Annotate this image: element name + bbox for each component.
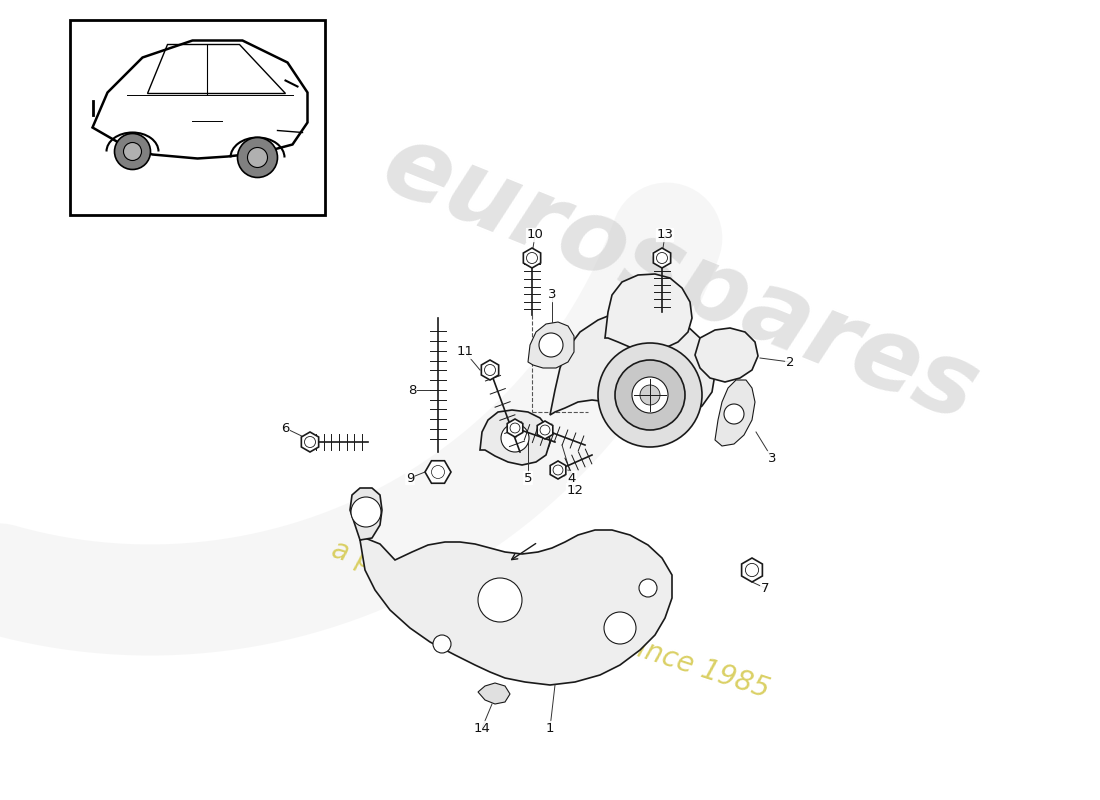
Text: a passion for porsche since 1985: a passion for porsche since 1985 xyxy=(328,536,772,704)
Circle shape xyxy=(123,142,142,161)
Text: 3: 3 xyxy=(768,451,777,465)
Text: 14: 14 xyxy=(474,722,491,734)
Polygon shape xyxy=(741,558,762,582)
Text: 1: 1 xyxy=(546,722,554,734)
Polygon shape xyxy=(478,683,510,704)
Polygon shape xyxy=(425,461,451,483)
Polygon shape xyxy=(528,322,574,368)
Circle shape xyxy=(433,635,451,653)
Text: 10: 10 xyxy=(527,229,543,242)
Circle shape xyxy=(615,360,685,430)
Polygon shape xyxy=(524,248,541,268)
Text: 4: 4 xyxy=(568,471,576,485)
Polygon shape xyxy=(301,432,319,452)
Polygon shape xyxy=(550,310,715,418)
Circle shape xyxy=(500,424,529,452)
Polygon shape xyxy=(695,328,758,382)
Text: 3: 3 xyxy=(548,289,557,302)
Text: 13: 13 xyxy=(657,229,673,242)
Circle shape xyxy=(114,134,151,170)
Circle shape xyxy=(238,138,277,178)
Bar xyxy=(70,20,324,215)
Polygon shape xyxy=(715,380,755,446)
Polygon shape xyxy=(92,41,308,158)
Polygon shape xyxy=(605,274,692,350)
Circle shape xyxy=(604,612,636,644)
Text: 6: 6 xyxy=(280,422,289,434)
Text: 2: 2 xyxy=(785,355,794,369)
Text: 12: 12 xyxy=(566,483,583,497)
Circle shape xyxy=(724,404,744,424)
Text: 8: 8 xyxy=(408,383,416,397)
Polygon shape xyxy=(350,488,382,540)
Polygon shape xyxy=(507,419,522,437)
Text: 9: 9 xyxy=(406,471,415,485)
Circle shape xyxy=(351,497,381,527)
Circle shape xyxy=(478,578,522,622)
Circle shape xyxy=(248,147,267,167)
Circle shape xyxy=(639,579,657,597)
Polygon shape xyxy=(480,410,550,465)
Circle shape xyxy=(539,333,563,357)
Polygon shape xyxy=(653,248,671,268)
Text: 7: 7 xyxy=(761,582,769,594)
Polygon shape xyxy=(537,421,553,439)
Polygon shape xyxy=(360,530,672,685)
Circle shape xyxy=(640,385,660,405)
Text: 11: 11 xyxy=(456,346,473,358)
Circle shape xyxy=(632,377,668,413)
Text: 5: 5 xyxy=(524,471,532,485)
Polygon shape xyxy=(550,461,565,479)
Text: eurospares: eurospares xyxy=(368,117,991,443)
Polygon shape xyxy=(482,360,498,380)
Circle shape xyxy=(598,343,702,447)
